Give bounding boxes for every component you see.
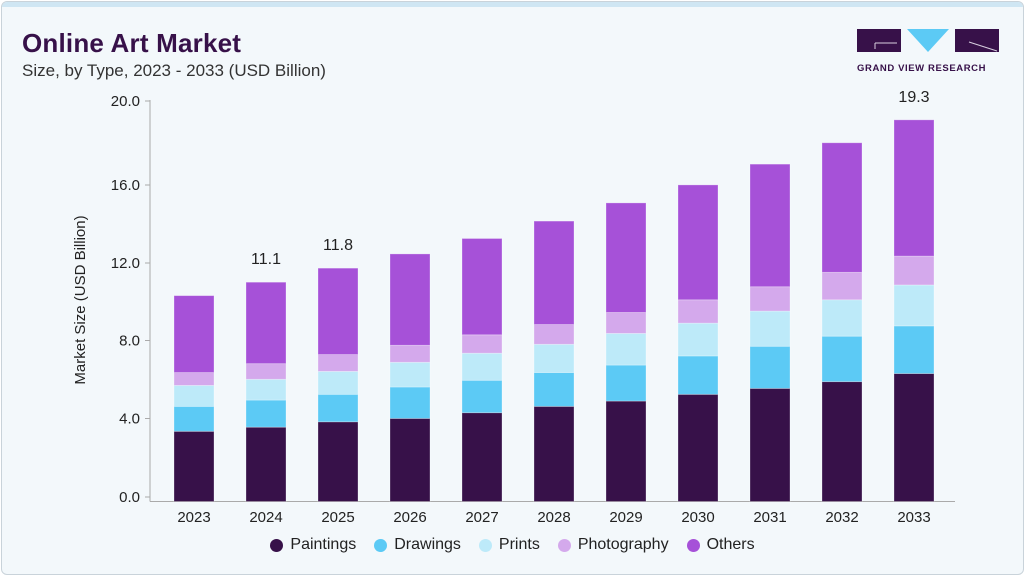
logo-text: GRAND VIEW RESEARCH [857, 63, 987, 74]
legend-label: Others [706, 536, 755, 553]
data-label: 19.3 [898, 89, 929, 106]
bar-segment-photography [533, 324, 575, 345]
x-tick-label: 2023 [177, 509, 210, 526]
bar-segment-others [893, 119, 935, 257]
x-tick-label: 2029 [609, 509, 642, 526]
y-tick-label: 0.0 [119, 489, 140, 506]
bar-segment-photography [173, 372, 215, 386]
bar-segment-drawings [461, 379, 503, 414]
y-tick-label: 4.0 [119, 411, 140, 428]
bar-segment-drawings [605, 364, 647, 402]
grand-view-research-logo: GRAND VIEW RESEARCH [857, 29, 1002, 74]
legend-label: Paintings [290, 536, 357, 553]
legend-label: Drawings [394, 536, 461, 553]
legend-dot-icon [374, 538, 388, 552]
bar-segment-paintings [677, 393, 719, 502]
bar-segment-photography [893, 255, 935, 286]
bar-segment-drawings [533, 372, 575, 407]
x-tick-label: 2025 [321, 509, 354, 526]
bar-segment-paintings [461, 412, 503, 502]
bar-segment-drawings [173, 405, 215, 432]
bar-segment-paintings [749, 387, 791, 502]
bar-segment-others [389, 253, 431, 346]
bar-segment-drawings [245, 399, 287, 428]
legend-dot-icon [686, 538, 700, 552]
bar-segment-drawings [893, 325, 935, 374]
x-tick-label: 2030 [681, 509, 714, 526]
bar-segment-drawings [389, 386, 431, 419]
bar-segment-others [245, 281, 287, 365]
bar-segment-photography [317, 354, 359, 372]
legend-dot-icon [557, 538, 571, 552]
bar-segment-prints [245, 378, 287, 401]
bar-segment-photography [821, 271, 863, 301]
bar-segment-prints [173, 385, 215, 407]
x-tick-label: 2027 [465, 509, 498, 526]
legend-item-others: Others [686, 536, 755, 554]
bar-segment-prints [605, 333, 647, 366]
bar-segment-others [317, 267, 359, 355]
legend-label: Photography [577, 536, 669, 553]
data-label: 11.1 [251, 251, 281, 268]
bar-segment-drawings [317, 393, 359, 423]
chart-subtitle: Size, by Type, 2023 - 2033 (USD Billion) [22, 61, 326, 80]
bar-segment-others [605, 202, 647, 313]
bar-segment-others [677, 184, 719, 301]
bar-segment-others [173, 295, 215, 373]
bar-segment-others [533, 220, 575, 325]
bar-segment-prints [821, 299, 863, 337]
legend-item-prints: Prints [478, 536, 540, 554]
x-tick-label: 2026 [393, 509, 426, 526]
bar-segment-drawings [821, 335, 863, 383]
bar-segment-photography [389, 344, 431, 363]
bar-segment-paintings [389, 418, 431, 502]
x-tick-label: 2033 [897, 509, 930, 526]
y-tick-label: 20.0 [111, 93, 140, 110]
bar-segment-photography [605, 312, 647, 334]
bar-segment-paintings [317, 421, 359, 502]
bar-segment-photography [245, 363, 287, 380]
chart-title: Online Art Market [22, 28, 242, 58]
legend: Paintings Drawings Prints Photography Others [0, 536, 1025, 554]
legend-dot-icon [478, 538, 492, 552]
y-axis-label: Market Size (USD Billion) [72, 215, 89, 384]
legend-dot-icon [270, 538, 284, 552]
bar-segment-prints [461, 352, 503, 381]
bar-segment-paintings [173, 430, 215, 502]
gvr-logo-icon [857, 29, 999, 52]
bar-segment-drawings [749, 345, 791, 389]
bar-segment-prints [749, 310, 791, 347]
legend-item-paintings: Paintings [270, 536, 356, 554]
bar-segment-others [749, 163, 791, 288]
legend-item-drawings: Drawings [374, 536, 461, 554]
y-tick-label: 8.0 [119, 333, 140, 350]
bar-segment-paintings [533, 405, 575, 502]
bar-segment-prints [317, 370, 359, 395]
bar-segment-paintings [893, 373, 935, 502]
bar-segment-others [461, 238, 503, 336]
bar-segment-prints [389, 361, 431, 388]
legend-label: Prints [498, 536, 540, 553]
legend-item-photography: Photography [557, 536, 669, 554]
bar-segment-paintings [605, 400, 647, 502]
bar-segment-drawings [677, 355, 719, 395]
bar-segment-prints [893, 284, 935, 327]
bar-segment-paintings [245, 426, 287, 502]
x-tick-label: 2031 [753, 509, 786, 526]
bar-segment-photography [677, 299, 719, 324]
bar-segment-prints [533, 343, 575, 373]
bar-segment-prints [677, 322, 719, 357]
x-tick-label: 2032 [825, 509, 858, 526]
top-strip [2, 2, 1023, 7]
y-tick-label: 12.0 [111, 255, 140, 272]
bar-segment-others [821, 142, 863, 273]
x-tick-label: 2028 [537, 509, 570, 526]
data-label: 11.8 [323, 237, 353, 254]
bar-segment-photography [749, 286, 791, 312]
bar-segment-photography [461, 334, 503, 354]
x-tick-label: 2024 [249, 509, 282, 526]
y-tick-label: 16.0 [111, 177, 140, 194]
bar-segment-paintings [821, 381, 863, 502]
